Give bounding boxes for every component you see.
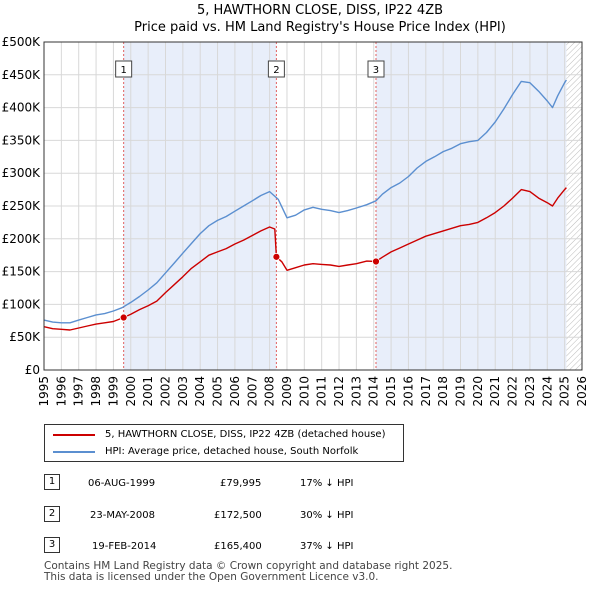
x-tick-label: 2021 (488, 376, 502, 407)
y-tick-label: £350K (2, 133, 42, 147)
x-tick-label: 2011 (315, 376, 329, 407)
x-tick-label: 1999 (106, 376, 120, 407)
hpi-line (43, 79, 567, 324)
sale-number-badge: 2 (44, 506, 60, 522)
sale-hpi-diff: 30% ↓ HPI (300, 510, 354, 521)
price-chart: 5, HAWTHORN CLOSE, DISS, IP22 4ZB Price … (2, 3, 589, 407)
x-tick-label: 2023 (523, 376, 537, 407)
x-tick-label: 2026 (575, 376, 589, 407)
y-tick-label: £150K (2, 265, 42, 279)
x-tick-label: 1997 (72, 376, 86, 407)
x-tick-label: 2008 (263, 376, 277, 407)
x-tick-label: 2010 (297, 376, 311, 407)
sale-marker-label: 1 (120, 65, 126, 76)
sale-dot (272, 252, 281, 261)
sale-date: 23-MAY-2008 (90, 510, 156, 521)
y-tick-label: £50K (9, 330, 41, 344)
x-tick-label: 2017 (419, 376, 433, 407)
y-tick-label: £500K (2, 35, 42, 49)
x-tick-label: 1998 (89, 376, 103, 407)
x-tick-label: 2001 (141, 376, 155, 407)
y-tick-label: £200K (2, 232, 42, 246)
x-tick-label: 1995 (37, 376, 51, 407)
legend-item-hpi: HPI: Average price, detached house, Sout… (53, 444, 358, 460)
x-tick-label: 2016 (401, 376, 415, 407)
sale-dot (372, 257, 380, 266)
plot-frame (43, 41, 583, 371)
sale-number-badge: 1 (44, 474, 60, 490)
x-tick-label: 2018 (436, 376, 450, 407)
sale-marker-box (267, 60, 285, 78)
y-tick-label: £250K (2, 199, 42, 213)
sale-hpi-diff: 17% ↓ HPI (300, 478, 354, 489)
sale-price: £165,400 (214, 541, 262, 552)
x-tick-label: 1996 (54, 376, 68, 407)
chart-subtitle: Price paid vs. HM Land Registry's House … (134, 20, 506, 35)
x-tick-label: 2007 (245, 376, 259, 407)
sale-number-badge: 3 (44, 537, 60, 553)
legend-item-property: 5, HAWTHORN CLOSE, DISS, IP22 4ZB (detac… (53, 427, 385, 443)
sale-date: 19-FEB-2014 (92, 541, 157, 552)
x-tick-label: 2014 (367, 376, 381, 407)
x-tick-label: 2003 (176, 376, 190, 407)
sale-marker-box (367, 60, 385, 78)
price-paid-line (43, 187, 567, 331)
x-tick-label: 2015 (384, 376, 398, 407)
x-tick-label: 2024 (540, 376, 554, 407)
sale-price: £79,995 (220, 478, 262, 489)
x-tick-label: 2004 (193, 376, 207, 407)
sale-hpi-diff: 37% ↓ HPI (300, 541, 354, 552)
x-tick-label: 2009 (280, 376, 294, 407)
x-tick-label: 2005 (211, 376, 225, 407)
y-tick-label: £400K (2, 101, 42, 115)
y-tick-label: £300K (2, 166, 42, 180)
x-tick-label: 2020 (471, 376, 485, 407)
x-tick-label: 2006 (228, 376, 242, 407)
legend-swatch-property (53, 434, 95, 436)
x-tick-label: 2012 (332, 376, 346, 407)
legend-label-hpi: HPI: Average price, detached house, Sout… (105, 446, 359, 457)
sale-marker-box (115, 60, 133, 78)
x-tick-label: 2002 (158, 376, 172, 407)
sale-marker-label: 2 (273, 65, 279, 76)
sale-dot (119, 313, 128, 322)
sale-marker-label: 3 (373, 65, 379, 76)
y-tick-label: £450K (2, 68, 42, 82)
x-tick-label: 2000 (124, 376, 138, 407)
legend: 5, HAWTHORN CLOSE, DISS, IP22 4ZB (detac… (44, 424, 404, 462)
legend-label-property: 5, HAWTHORN CLOSE, DISS, IP22 4ZB (detac… (105, 429, 386, 440)
footer-licence: This data is licensed under the Open Gov… (44, 571, 379, 583)
x-tick-label: 2019 (454, 376, 468, 407)
sale-date: 06-AUG-1999 (88, 478, 156, 489)
legend-swatch-hpi (53, 451, 95, 453)
sale-price: £172,500 (214, 510, 262, 521)
y-tick-label: £0 (25, 363, 40, 377)
chart-title: 5, HAWTHORN CLOSE, DISS, IP22 4ZB (197, 3, 443, 18)
y-tick-label: £100K (2, 297, 42, 311)
x-tick-label: 2022 (506, 376, 520, 407)
footer-copyright: Contains HM Land Registry data © Crown c… (44, 560, 453, 572)
x-tick-label: 2013 (349, 376, 363, 407)
x-tick-label: 2025 (558, 376, 572, 407)
